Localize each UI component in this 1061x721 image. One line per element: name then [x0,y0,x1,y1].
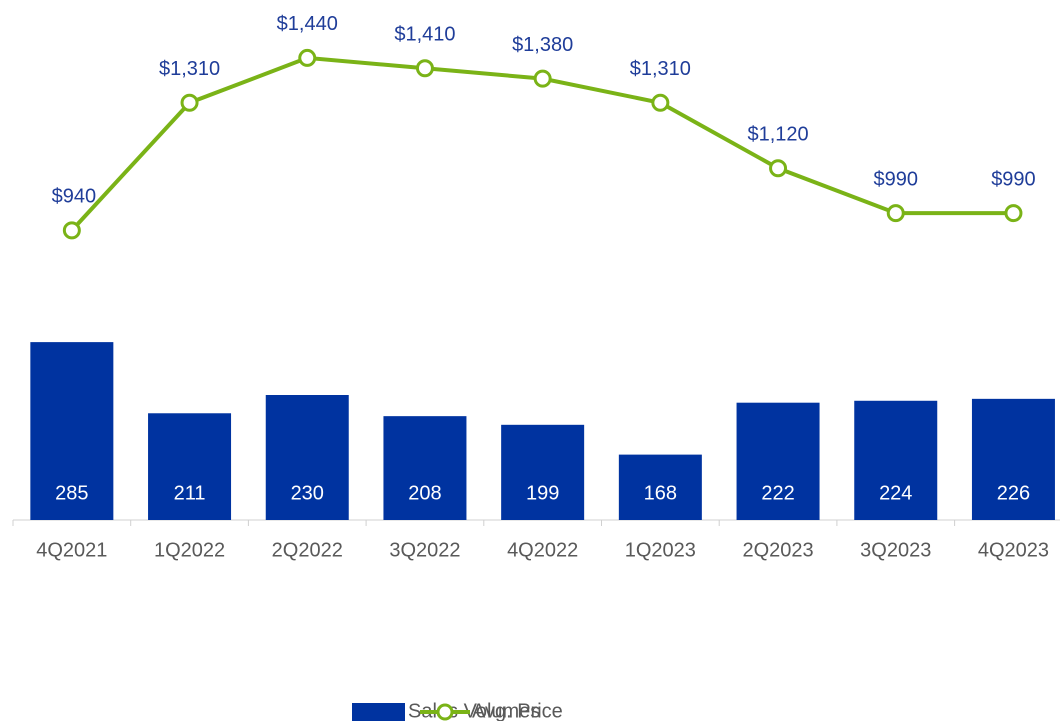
bar-value-label: 211 [174,482,206,504]
line-value-label: $1,380 [512,34,573,56]
legend-swatch [352,703,405,721]
bar [265,395,349,520]
line-marker [886,204,905,223]
legend-marker [436,703,454,721]
line-value-label: $990 [991,168,1036,190]
x-tick-label: 1Q2023 [625,539,696,561]
bar-value-label: 230 [291,482,324,504]
bar [148,413,232,520]
bar [501,424,585,520]
line-marker [651,93,670,112]
line-marker [769,159,788,178]
line-value-label: $1,310 [159,58,220,80]
bar [30,342,114,520]
bar [736,402,820,520]
bar-value-label: 222 [761,482,794,504]
x-tick-label: 2Q2022 [272,539,343,561]
x-tick-label: 2Q2023 [742,539,813,561]
line-value-label: $1,410 [394,24,455,46]
bar-value-label: 226 [997,482,1030,504]
bar-value-label: 224 [879,482,912,504]
bar [618,454,702,520]
line-marker [62,221,81,240]
line-value-label: $1,440 [277,13,338,35]
bar [383,416,467,520]
legend-label: Avg. Price [472,700,563,721]
line-value-label: $1,310 [630,58,691,80]
line-marker [533,69,552,88]
bar-value-label: 168 [644,482,677,504]
bar [854,400,938,520]
bar [971,398,1055,520]
bar-value-label: 285 [55,482,88,504]
line-marker [298,48,317,67]
line-marker [415,59,434,78]
line-value-label: $940 [52,186,97,208]
line-value-label: $990 [874,168,919,190]
bar-value-label: 208 [408,482,441,504]
bar-value-label: 199 [526,482,559,504]
x-tick-label: 4Q2021 [36,539,107,561]
line-value-label: $1,120 [747,124,808,146]
line-marker [180,93,199,112]
x-tick-label: 4Q2022 [507,539,578,561]
x-tick-label: 3Q2023 [860,539,931,561]
x-tick-label: 1Q2022 [154,539,225,561]
x-tick-label: 3Q2022 [389,539,460,561]
x-tick-label: 4Q2023 [978,539,1049,561]
line-marker [1004,204,1023,223]
